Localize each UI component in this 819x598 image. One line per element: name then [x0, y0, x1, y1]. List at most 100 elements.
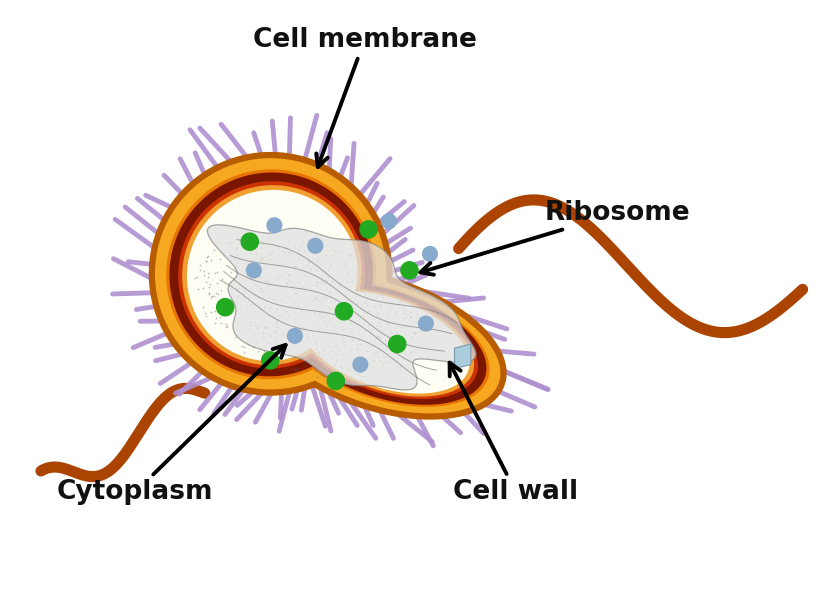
Point — [332, 279, 345, 288]
Point — [262, 310, 275, 320]
Point — [309, 352, 322, 362]
Point — [248, 290, 261, 300]
Point — [310, 294, 323, 304]
Point — [386, 328, 399, 337]
Point — [324, 370, 337, 379]
Point — [270, 304, 283, 314]
Point — [337, 349, 350, 358]
Point — [366, 259, 379, 269]
Point — [247, 255, 260, 264]
Point — [373, 318, 386, 328]
Point — [270, 322, 283, 332]
Point — [323, 279, 336, 289]
Point — [279, 306, 292, 315]
Point — [287, 341, 301, 350]
Point — [378, 335, 391, 345]
Point — [360, 346, 373, 356]
Point — [297, 323, 310, 332]
Point — [340, 315, 353, 324]
Point — [283, 270, 296, 280]
Point — [390, 307, 403, 316]
Point — [363, 320, 376, 329]
Point — [233, 236, 246, 245]
Point — [311, 254, 324, 263]
Point — [376, 351, 389, 361]
Point — [314, 237, 327, 246]
Point — [209, 306, 222, 316]
Point — [359, 277, 372, 287]
Point — [320, 310, 333, 320]
Point — [333, 345, 346, 355]
Point — [328, 310, 341, 320]
Point — [209, 313, 222, 323]
Polygon shape — [179, 181, 478, 399]
Point — [323, 287, 336, 297]
Point — [382, 313, 395, 323]
Polygon shape — [187, 190, 469, 393]
Point — [269, 334, 282, 343]
Point — [276, 340, 289, 349]
Point — [290, 349, 303, 358]
Point — [287, 352, 301, 362]
Point — [373, 300, 386, 310]
Point — [371, 279, 384, 288]
Point — [337, 334, 350, 343]
Point — [209, 288, 222, 298]
Point — [204, 307, 217, 317]
Point — [345, 318, 358, 328]
Point — [284, 368, 297, 377]
Point — [292, 249, 305, 258]
Point — [359, 289, 372, 298]
Point — [312, 347, 325, 357]
Point — [260, 324, 273, 333]
Point — [287, 324, 301, 334]
Point — [310, 373, 324, 382]
Point — [374, 267, 387, 276]
Point — [404, 307, 417, 316]
Point — [303, 307, 316, 317]
Point — [371, 331, 384, 341]
Point — [296, 322, 309, 331]
Point — [340, 352, 353, 361]
Point — [287, 324, 301, 334]
Point — [268, 311, 281, 321]
Point — [310, 277, 324, 286]
Point — [275, 329, 288, 339]
Point — [368, 355, 381, 364]
Point — [397, 313, 410, 323]
Point — [328, 349, 342, 358]
Point — [309, 338, 322, 347]
Point — [319, 285, 333, 294]
Point — [259, 322, 272, 331]
Circle shape — [336, 303, 353, 320]
Point — [288, 365, 301, 374]
Point — [278, 347, 291, 356]
Point — [193, 260, 206, 270]
Point — [286, 327, 299, 337]
Point — [295, 282, 308, 291]
Point — [262, 233, 275, 242]
Point — [309, 367, 322, 376]
Point — [309, 344, 322, 354]
Point — [319, 321, 333, 330]
Point — [199, 311, 212, 321]
Point — [238, 342, 251, 352]
Point — [210, 267, 223, 277]
Point — [251, 293, 264, 303]
Point — [362, 306, 375, 316]
Circle shape — [267, 218, 282, 233]
Polygon shape — [182, 185, 474, 396]
Point — [310, 352, 324, 361]
Point — [318, 371, 331, 381]
Point — [310, 292, 323, 302]
Point — [360, 300, 373, 310]
Point — [345, 373, 358, 382]
Point — [296, 328, 309, 337]
Point — [247, 230, 260, 239]
Point — [252, 300, 265, 310]
Point — [241, 304, 254, 314]
Point — [361, 286, 374, 295]
Text: Ribosome: Ribosome — [420, 200, 690, 274]
Point — [258, 352, 271, 361]
Point — [254, 304, 267, 314]
